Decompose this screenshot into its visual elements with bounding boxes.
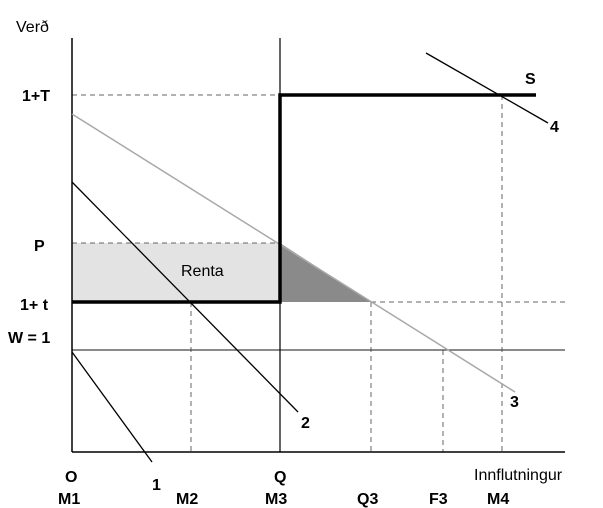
x-label-M1: M1 bbox=[58, 491, 80, 508]
supply-curve bbox=[72, 93, 536, 304]
curve-3 bbox=[71, 113, 516, 393]
supply-label: S bbox=[525, 71, 536, 88]
y-label-1plusT: 1+T bbox=[22, 88, 50, 105]
curve-1-label: 1 bbox=[152, 477, 161, 494]
curve-4 bbox=[425, 52, 549, 124]
y-axis-title: Verð bbox=[16, 19, 49, 36]
x-label-M2: M2 bbox=[176, 491, 198, 508]
x-label-M3: M3 bbox=[265, 491, 287, 508]
x-label-Q: Q bbox=[274, 469, 286, 486]
x-label-F3: F3 bbox=[429, 491, 448, 508]
rent-label: Renta bbox=[181, 263, 224, 280]
x-label-M4: M4 bbox=[487, 491, 509, 508]
y-label-P: P bbox=[34, 238, 45, 255]
curve-2-label: 2 bbox=[301, 415, 310, 432]
curve-3-label: 3 bbox=[510, 394, 519, 411]
x-label-O: O bbox=[65, 469, 77, 486]
y-label-1plust: 1+ t bbox=[20, 297, 49, 314]
curve-1 bbox=[71, 351, 153, 463]
curve-2 bbox=[71, 181, 299, 413]
x-axis-title: Innflutningur bbox=[474, 467, 563, 484]
y-label-W: W = 1 bbox=[8, 330, 50, 347]
rent-area bbox=[72, 243, 280, 302]
curve-4-label: 4 bbox=[550, 119, 559, 136]
x-label-Q3: Q3 bbox=[357, 491, 378, 508]
